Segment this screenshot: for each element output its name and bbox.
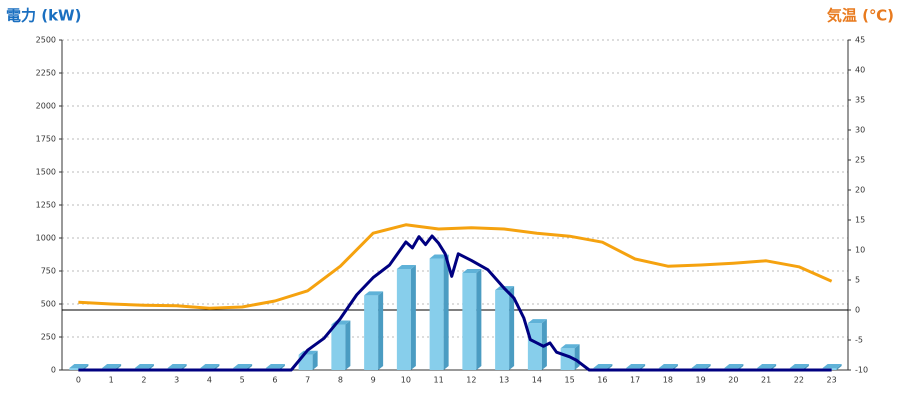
x-tick-label: 22 [794,376,804,385]
bar-front [462,272,477,370]
bar-top [626,364,646,368]
bar-top [102,364,122,368]
y-tick-label: 2250 [36,69,56,78]
y2-tick-label: 45 [855,36,865,45]
y-tick-label: 0 [51,366,56,375]
bar-top [724,364,744,368]
line [78,234,832,372]
bar-side [312,350,318,370]
x-tick-label: 9 [371,376,376,385]
bar-top [396,265,416,269]
x-tick-label: 6 [272,376,277,385]
x-tick-label: 17 [630,376,640,385]
y-tick-label: 1250 [36,201,56,210]
y-tick-label: 1750 [36,135,56,144]
x-tick-label: 2 [141,376,146,385]
y-tick-label: 1500 [36,168,56,177]
y2-tick-label: 40 [855,66,865,75]
y-tick-label: 2000 [36,102,56,111]
bar-front [527,323,542,370]
bar-top [757,364,777,368]
bar-top [200,364,220,368]
x-tick-label: 0 [76,376,81,385]
x-tick-label: 19 [696,376,706,385]
x-tick-label: 20 [728,376,738,385]
bar-side [378,291,384,370]
y2-tick-label: 15 [855,216,865,225]
bar [429,254,449,370]
bar-front [331,324,346,370]
bar-top [789,364,809,368]
y-tick-label: 500 [41,300,56,309]
bar-side [410,265,416,370]
bar-front [495,290,510,370]
y-tick-label: 1000 [36,234,56,243]
x-tick-label: 16 [597,376,607,385]
y2-tick-label: 20 [855,186,865,195]
y2-tick-label: -10 [855,366,868,375]
x-tick-label: 15 [565,376,575,385]
x-tick-label: 8 [338,376,343,385]
bar-top [69,364,89,368]
y2-tick-label: 0 [855,306,860,315]
bar [462,268,482,370]
bar-top [593,364,613,368]
bar-side [476,268,482,370]
x-tick-label: 11 [434,376,444,385]
x-tick-label: 3 [174,376,179,385]
bar-top [134,364,154,368]
bar-side [345,320,351,370]
y-tick-label: 750 [41,267,56,276]
bar-side [443,254,449,370]
y-tick-label: 250 [41,333,56,342]
bar-top [560,344,580,349]
bar-front [429,258,444,370]
bar-top [167,364,187,368]
x-tick-label: 18 [663,376,673,385]
bar-top [691,364,711,368]
bar-front [396,269,411,370]
bar [495,286,515,370]
bar-top [822,364,842,368]
bar-top [527,319,547,324]
bar-front [69,368,84,370]
bar-side [509,286,515,370]
bar-top [265,364,285,368]
bar [527,319,547,370]
y-axis-title: 電力 (kW) [6,7,81,25]
x-tick-label: 7 [305,376,310,385]
bar-top [364,291,384,296]
x-tick-label: 1 [109,376,114,385]
y2-tick-label: 25 [855,156,865,165]
bar-top [233,364,253,368]
bar-side [574,344,580,370]
bar-top [462,268,482,273]
bar-top [658,364,678,368]
x-tick-label: 5 [240,376,245,385]
x-tick-label: 10 [401,376,411,385]
bar-top [429,254,449,259]
y2-tick-label: 30 [855,126,865,135]
bar-side [836,364,842,370]
y2-tick-label: -5 [855,336,863,345]
bar [364,291,384,370]
line [78,223,833,310]
y2-axis-title: 気温 (℃) [827,7,894,25]
x-tick-label: 21 [761,376,771,385]
y2-tick-label: 5 [855,276,860,285]
x-tick-label: 12 [466,376,476,385]
x-tick-label: 13 [499,376,509,385]
bar [298,350,318,370]
x-tick-label: 4 [207,376,212,385]
y2-tick-label: 35 [855,96,865,105]
x-tick-label: 14 [532,376,542,385]
bar-front [364,295,379,370]
bar [396,265,416,370]
y-tick-label: 2500 [36,36,56,45]
x-tick-label: 23 [827,376,837,385]
y2-tick-label: 10 [855,246,865,255]
